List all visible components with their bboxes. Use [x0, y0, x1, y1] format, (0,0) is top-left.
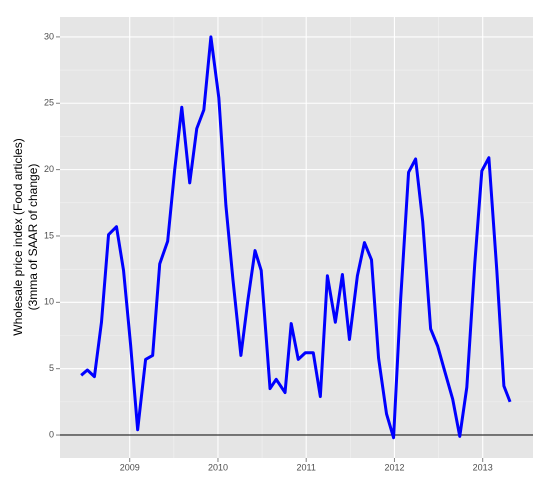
- y-tick-label: 10: [44, 297, 54, 307]
- y-axis-label: (3mma of SAAR of change): [26, 164, 40, 311]
- y-tick-label: 30: [44, 31, 54, 41]
- y-tick-label: 20: [44, 164, 54, 174]
- x-tick-label: 2011: [297, 462, 316, 472]
- y-tick-label: 15: [44, 230, 54, 240]
- x-tick-label: 2010: [208, 462, 228, 472]
- data-line: [80, 35, 512, 440]
- x-tick-label: 2013: [473, 462, 493, 472]
- y-axis-label: Wholesale price index (Food articles): [11, 138, 25, 335]
- y-tick-label: 25: [44, 98, 54, 108]
- x-tick-label: 2012: [384, 462, 404, 472]
- y-tick-label: 0: [49, 429, 54, 439]
- y-tick-label: 5: [49, 363, 54, 373]
- plot-background: [60, 17, 533, 458]
- x-tick-label: 2009: [120, 462, 140, 472]
